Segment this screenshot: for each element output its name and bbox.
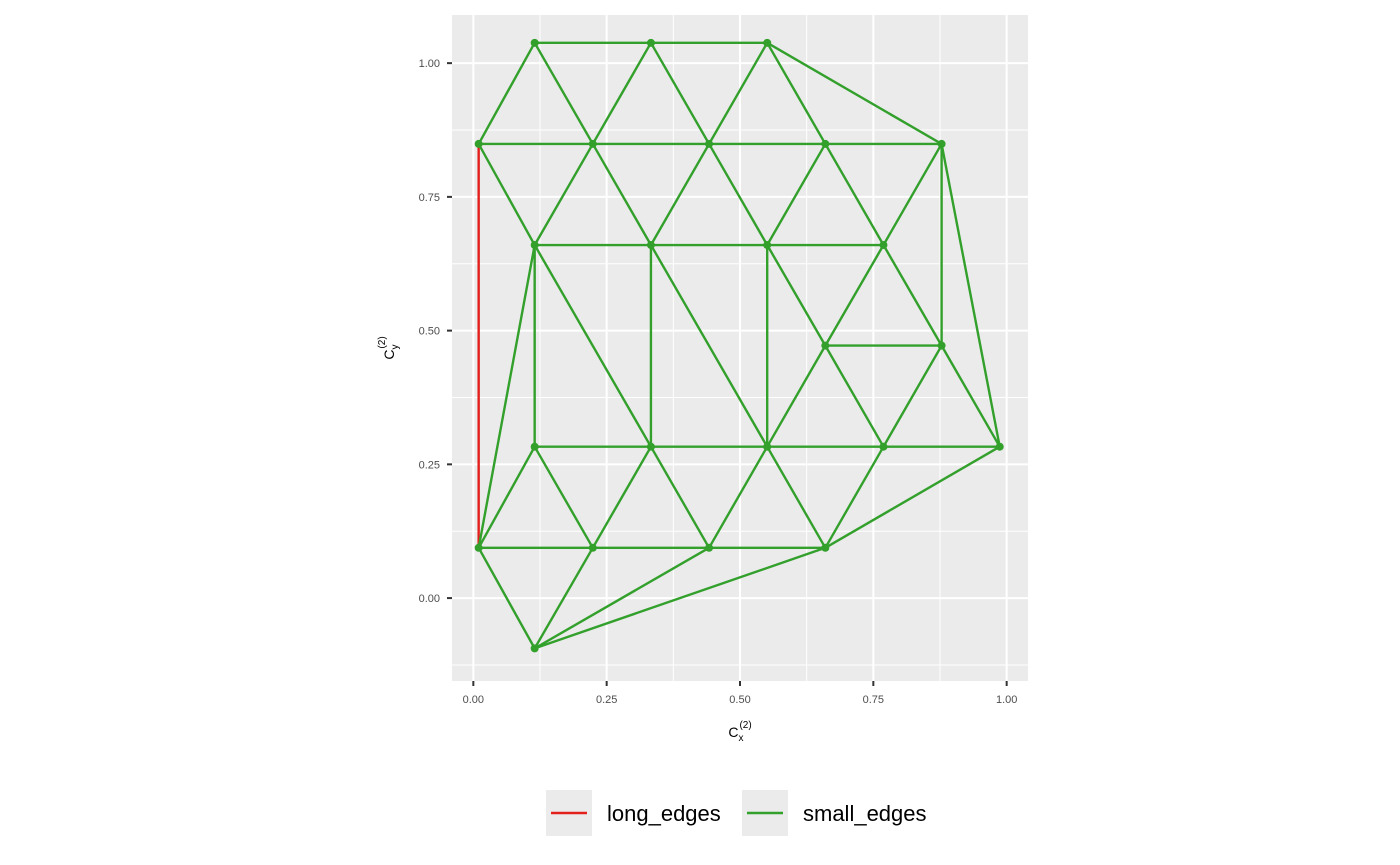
nodes [474, 38, 1004, 653]
edge-small-edges [707, 445, 769, 549]
node-point [646, 38, 655, 47]
node-point [474, 543, 483, 552]
edge-small-edges [766, 243, 827, 347]
x-tick-label: 0.25 [596, 694, 617, 706]
edge-small-edges [940, 142, 1001, 448]
edge-small-edges [477, 41, 536, 146]
edge-small-edges [707, 41, 769, 146]
legend: long_edges small_edges [546, 790, 927, 836]
edge-small-edges [824, 445, 1001, 549]
edge-small-edges [533, 546, 827, 650]
edge-small-edges [824, 142, 885, 247]
edge-small-edges [707, 142, 769, 247]
y-axis-title-base: C [381, 350, 397, 360]
y-tick-label: 0.25 [419, 459, 440, 471]
y-tick-label: 1.00 [419, 58, 440, 70]
edge-small-edges [766, 445, 827, 549]
x-axis-title: Cx (2) [728, 720, 751, 744]
node-point [588, 139, 597, 148]
y-axis-title: Cy(2) [377, 336, 401, 359]
edge-small-edges [533, 41, 594, 146]
node-point [995, 442, 1004, 451]
edge-small-edges [824, 243, 885, 347]
x-tick-label: 1.00 [996, 694, 1017, 706]
edge-small-edges [477, 445, 536, 549]
y-axis-title-sub: y [390, 345, 401, 350]
legend-label-small-edges: small_edges [803, 801, 927, 826]
edge-small-edges [824, 445, 885, 549]
x-axis-title-base: C [728, 724, 738, 740]
node-point [705, 139, 714, 148]
node-point [763, 38, 772, 47]
y-axis-title-sup: (2) [377, 336, 388, 348]
y-axis: 0.00 0.25 0.50 0.75 1.00 [419, 58, 452, 605]
major-gridlines [452, 15, 1028, 681]
node-point [821, 139, 830, 148]
node-point [937, 139, 946, 148]
edge-small-edges [477, 243, 536, 549]
x-tick-label: 0.75 [863, 694, 884, 706]
edge-small-edges [824, 344, 885, 448]
edge-small-edges [649, 243, 769, 448]
node-point [879, 241, 888, 250]
edge-small-edges [533, 243, 653, 448]
edge-small-edges [766, 41, 943, 146]
node-point [530, 241, 539, 250]
y-tick-label: 0.75 [419, 192, 440, 204]
y-tick-label: 0.00 [419, 593, 440, 605]
edge-small-edges [882, 142, 943, 247]
node-point [763, 442, 772, 451]
edge-small-edges [766, 41, 827, 146]
edge-small-edges [477, 142, 536, 247]
edge-small-edges [766, 142, 827, 247]
edge-small-edges [649, 445, 711, 549]
y-tick-label: 0.50 [419, 326, 440, 338]
node-point [937, 341, 946, 350]
node-point [530, 442, 539, 451]
edge-small-edges [591, 445, 653, 549]
edges [477, 41, 1001, 650]
node-point [705, 543, 714, 552]
node-point [530, 644, 539, 653]
edge-small-edges [533, 546, 711, 650]
x-axis-title-sub: x [738, 733, 743, 744]
edge-small-edges [649, 41, 711, 146]
x-axis: 0.00 0.25 0.50 0.75 1.00 [463, 681, 1017, 706]
node-point [646, 442, 655, 451]
edge-small-edges [533, 445, 594, 549]
x-axis-title-sup: (2) [739, 720, 751, 731]
edge-small-edges [766, 344, 827, 448]
edge-small-edges [882, 243, 943, 347]
node-point [821, 543, 830, 552]
node-point [821, 341, 830, 350]
node-point [588, 543, 597, 552]
edge-small-edges [477, 546, 536, 650]
edge-small-edges [533, 142, 594, 247]
node-point [763, 241, 772, 250]
edge-small-edges [649, 142, 711, 247]
edge-small-edges [591, 142, 653, 247]
node-point [474, 139, 483, 148]
edge-small-edges [591, 41, 653, 146]
node-point [646, 241, 655, 250]
node-point [530, 38, 539, 47]
edge-small-edges [533, 546, 594, 650]
node-point [879, 442, 888, 451]
edge-small-edges [940, 344, 1001, 448]
edge-small-edges [882, 344, 943, 448]
legend-label-long-edges: long_edges [607, 801, 721, 826]
x-tick-label: 0.50 [729, 694, 750, 706]
x-tick-label: 0.00 [463, 694, 484, 706]
